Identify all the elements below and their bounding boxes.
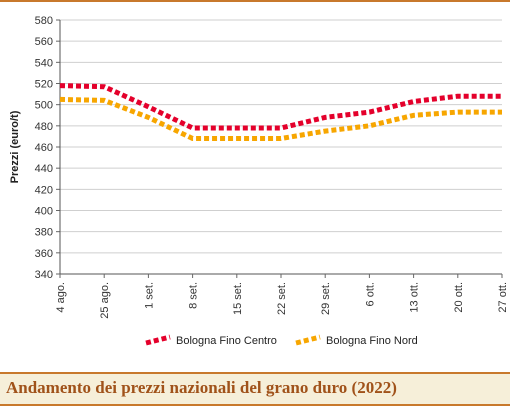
y-tick-label-340: 340 (35, 269, 53, 281)
y-tick-label-480: 480 (35, 121, 53, 133)
y-axis-title: Prezzi (euro/t) (9, 110, 21, 183)
legend-swatch-2 (295, 334, 321, 346)
y-tick-label-580: 580 (35, 15, 53, 27)
legend-label-2: Bologna Fino Nord (326, 335, 418, 347)
y-tick-label-360: 360 (35, 248, 53, 260)
series-line-1 (59, 83, 502, 131)
x-tick-label-8: 13 ott. (409, 282, 421, 313)
x-tick-label-3: 8 set. (188, 282, 200, 309)
chart-caption: Andamento dei prezzi nazionali del grano… (6, 378, 397, 397)
y-tick-label-540: 540 (35, 57, 53, 69)
y-tick-label-560: 560 (35, 36, 53, 48)
chart-area: 340 360 380 400 420 440 460 480 500 520 540 560 580 P… (9, 15, 509, 347)
y-tick-label-460: 460 (35, 142, 53, 154)
y-tick-label-420: 420 (35, 184, 53, 196)
x-tick-label-5: 22 set. (276, 282, 288, 315)
caption-bottom-rule (0, 404, 510, 406)
legend-swatch-1 (145, 334, 171, 346)
y-tick-label-520: 520 (35, 79, 53, 91)
caption-bar: Andamento dei prezzi nazionali del grano… (0, 372, 510, 406)
y-tick-label-400: 400 (35, 206, 53, 218)
x-tick-label-2: 1 set. (143, 282, 155, 309)
x-tick-label-10: 27 ott. (497, 282, 509, 313)
series-line-2 (59, 96, 502, 141)
x-tick-label-6: 29 set. (320, 282, 332, 315)
y-tick-label-500: 500 (35, 100, 53, 112)
x-tick-label-1: 25 ago. (99, 282, 111, 319)
x-tick-label-9: 20 ott. (453, 282, 465, 313)
price-line-chart: 340 360 380 400 420 440 460 480 500 520 540 560 580 P… (9, 15, 509, 347)
legend-label-1: Bologna Fino Centro (176, 335, 277, 347)
y-tick-label-380: 380 (35, 227, 53, 239)
x-tick-label-7: 6 ott. (364, 282, 376, 306)
x-tick-label-4: 15 set. (232, 282, 244, 315)
y-tick-label-440: 440 (35, 163, 53, 175)
top-rule (0, 0, 510, 2)
x-tick-label-0: 4 ago. (55, 282, 67, 313)
